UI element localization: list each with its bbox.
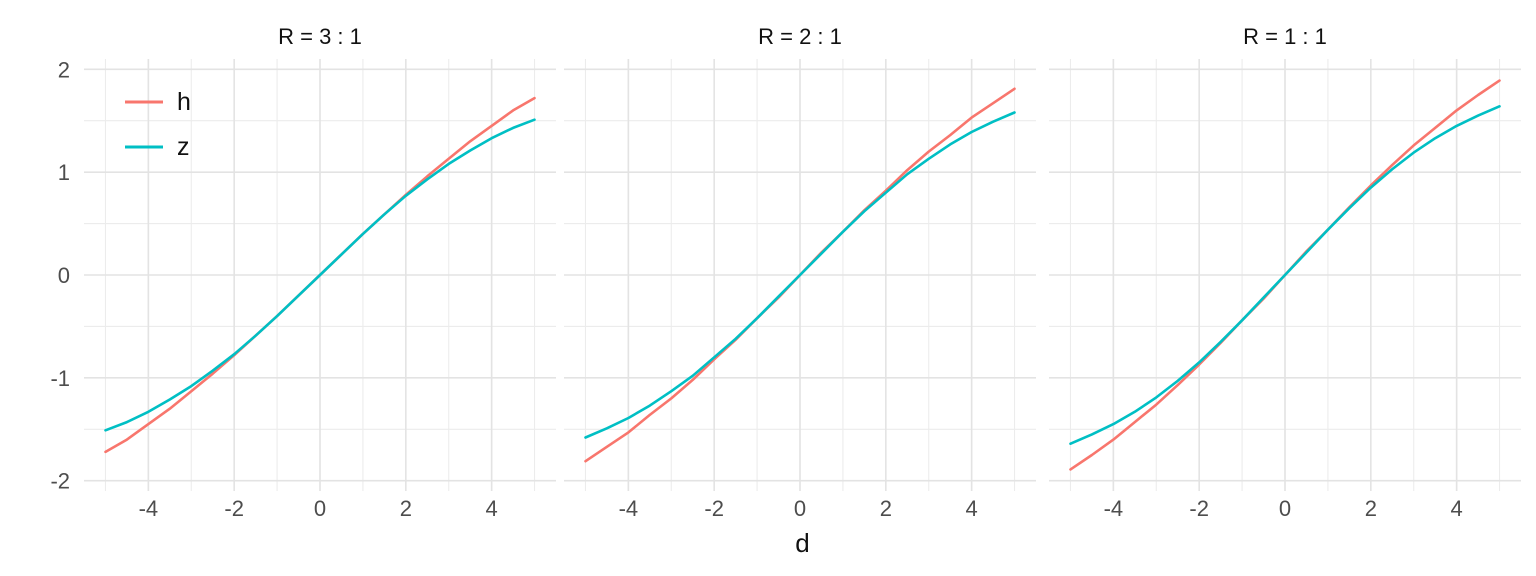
curve-z xyxy=(1069,105,1501,446)
legend-label-z: z xyxy=(177,133,190,161)
x-tick-label: -2 xyxy=(224,496,244,521)
x-tick-label: 2 xyxy=(400,496,412,521)
legend: hz xyxy=(125,88,191,161)
panel-title: R = 2 : 1 xyxy=(758,24,842,49)
x-axis-title: d xyxy=(795,528,810,558)
x-tick-label: 0 xyxy=(314,496,326,521)
y-tick-label: 1 xyxy=(58,160,70,185)
x-tick-label: -4 xyxy=(619,496,639,521)
curve-z xyxy=(584,111,1016,439)
x-tick-label: 4 xyxy=(1451,496,1463,521)
panel-2: R = 2 : 1 -4 -2 0 2 4 xyxy=(564,24,1036,521)
x-tick-label: 0 xyxy=(1279,496,1291,521)
panel-title: R = 1 : 1 xyxy=(1243,24,1327,49)
y-tick-label: 2 xyxy=(58,57,70,82)
x-tick-label: 4 xyxy=(966,496,978,521)
x-tick-label: -4 xyxy=(139,496,159,521)
x-tick-label: 2 xyxy=(1365,496,1377,521)
x-tick-label: 2 xyxy=(880,496,892,521)
y-tick-label: -2 xyxy=(50,469,70,494)
curve-z xyxy=(104,118,536,432)
x-tick-label: 0 xyxy=(794,496,806,521)
panel-1: R = 3 : 1 -4 -2 0 2 4 xyxy=(84,24,556,521)
x-tick-label: -4 xyxy=(1104,496,1124,521)
x-tick-label: -2 xyxy=(1189,496,1209,521)
x-tick-label: 4 xyxy=(486,496,498,521)
x-tick-label: -2 xyxy=(704,496,724,521)
legend-label-h: h xyxy=(177,88,191,116)
panel-title: R = 3 : 1 xyxy=(278,24,362,49)
panel-3: R = 1 : 1 -4 -2 0 2 4 xyxy=(1049,24,1521,521)
y-tick-label: 0 xyxy=(58,263,70,288)
y-tick-label: -1 xyxy=(50,366,70,391)
